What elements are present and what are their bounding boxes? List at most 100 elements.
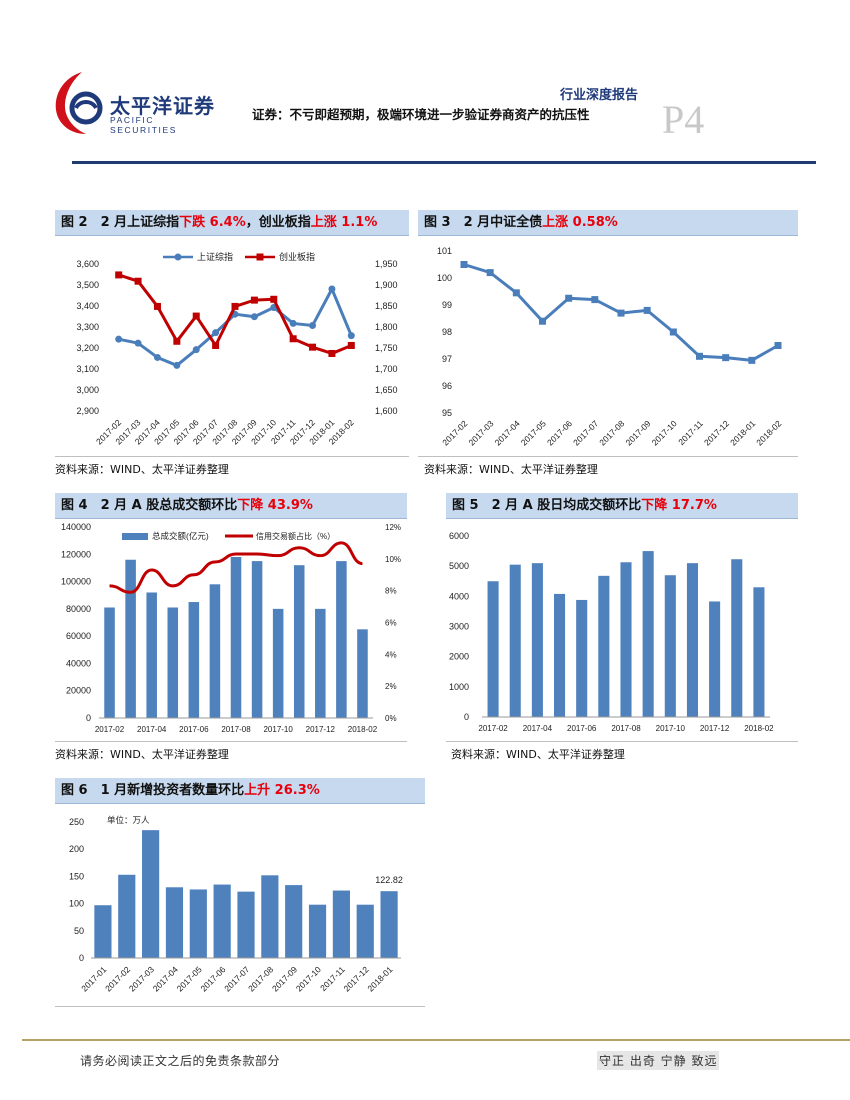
- fig5-y-tick: 5000: [449, 561, 469, 571]
- fig2-data-point: [328, 349, 336, 357]
- fig2-legend-label: 创业板指: [279, 251, 315, 262]
- fig4-bar: [188, 602, 200, 718]
- fig3-data-point: [617, 309, 625, 317]
- fig4-y-left-tick: 120000: [61, 549, 91, 559]
- fig2-data-point: [173, 337, 181, 345]
- fig6-y-tick: 0: [79, 953, 84, 963]
- fig5-bottom-rule: [446, 741, 798, 742]
- fig6-x-tick: 2017-03: [127, 964, 156, 993]
- fig2-y-left-tick: 3,000: [76, 385, 99, 395]
- fig5-x-tick: 2017-02: [478, 724, 508, 733]
- fig3-x-tick: 2017-10: [650, 418, 679, 447]
- fig2-y-right-tick: 1,850: [375, 301, 398, 311]
- fig4-x-tick: 2017-10: [263, 725, 293, 734]
- fig2-data-point: [270, 295, 278, 303]
- fig2-data-point: [115, 271, 123, 279]
- logo-mark: [55, 72, 103, 134]
- fig2-data-point: [153, 353, 161, 361]
- fig6-y-tick: 150: [69, 871, 84, 881]
- fig3-data-point: [486, 269, 494, 277]
- fig4-bar: [167, 607, 179, 718]
- fig4-x-tick: 2018-02: [348, 725, 378, 734]
- fig5-title: 图 5 2 月 A 股日均成交额环比下降 17.7%: [446, 493, 798, 519]
- fig5-y-tick: 3000: [449, 622, 469, 632]
- report-title: 证券：不亏即超预期，极端环境进一步验证券商资产的抗压性: [252, 107, 590, 122]
- fig2-data-point: [212, 329, 220, 337]
- fig5-y-tick: 0: [464, 712, 469, 722]
- fig3-y-tick: 97: [442, 354, 452, 364]
- fig6-title-prefix: 图 6 1 月新增投资者数量环比: [61, 783, 245, 798]
- fig3-data-point: [669, 328, 677, 336]
- fig3-source: 资料来源：WIND、太平洋证券整理: [424, 463, 598, 476]
- fig2-data-point: [173, 361, 181, 369]
- fig3-y-tick: 98: [442, 327, 452, 337]
- fig2-data-point: [250, 313, 258, 321]
- fig5-x-tick: 2018-02: [744, 724, 774, 733]
- fig4-y-left-tick: 60000: [66, 631, 91, 641]
- fig3-data-point: [643, 306, 651, 314]
- fig2-data-point: [192, 312, 200, 320]
- fig4-y-left-tick: 100000: [61, 577, 91, 587]
- fig2-data-point: [328, 285, 336, 293]
- fig4-bar: [251, 561, 263, 718]
- fig3-data-point: [591, 296, 599, 304]
- fig3-x-tick: 2017-04: [493, 418, 522, 447]
- fig6-x-tick: 2017-12: [342, 964, 371, 993]
- fig3-x-tick: 2017-11: [676, 418, 705, 447]
- fig6-x-tick: 2017-07: [222, 964, 251, 993]
- header-divider: [72, 161, 816, 164]
- fig6-chart: 250200150100500单位：万人2017-012017-022017-0…: [69, 815, 403, 993]
- fig5-bar: [598, 575, 610, 717]
- fig5-bar: [664, 575, 676, 717]
- fig2-y-left-tick: 3,500: [76, 280, 99, 290]
- fig2-legend-marker: [174, 253, 182, 261]
- fig6-bar: [237, 891, 255, 958]
- fig2-y-left-tick: 3,600: [76, 259, 99, 269]
- fig6-bar: [380, 891, 398, 958]
- fig4-bar: [209, 584, 221, 718]
- fig2-data-point: [115, 335, 123, 343]
- fig4-title-prefix: 图 4 2 月 A 股总成交额环比: [61, 498, 238, 513]
- fig2-data-point: [309, 322, 317, 330]
- fig4-bottom-rule: [55, 741, 407, 742]
- fig5-bar: [576, 599, 588, 717]
- fig2-data-point: [134, 339, 142, 347]
- logo-cn-text: 太平洋证券: [110, 94, 215, 118]
- fig6-x-tick: 2017-09: [270, 964, 299, 993]
- fig3-x-tick: 2017-02: [440, 418, 469, 447]
- fig4-bar: [293, 565, 305, 718]
- fig6-title: 图 6 1 月新增投资者数量环比上升 26.3%: [55, 778, 425, 804]
- fig4-y-left-tick: 0: [86, 713, 91, 723]
- fig3-x-tick: 2017-08: [597, 418, 626, 447]
- fig4-title-red1: 下降 43.9%: [237, 498, 313, 513]
- fig5-x-tick: 2017-10: [656, 724, 686, 733]
- fig2-y-right-tick: 1,600: [375, 406, 398, 416]
- fig4-chart: 140000 120000 100000 80000 60000 40000 20000 0 1…: [61, 522, 401, 734]
- fig4-bar: [272, 608, 284, 718]
- fig6-y-tick: 200: [69, 844, 84, 854]
- fig4-y-left-tick: 40000: [66, 658, 91, 668]
- fig2-y-right-tick: 1,700: [375, 364, 398, 374]
- fig2-bottom-rule: [55, 456, 409, 457]
- fig5-bar: [487, 581, 499, 717]
- fig4-x-tick: 2017-06: [179, 725, 209, 734]
- fig5-chart: 6000 5000 4000 3000 2000 1000 0 2017-02 2017-04 2…: [449, 531, 774, 733]
- fig4-y-right-tick: 6%: [385, 619, 397, 628]
- fig3-data-point: [748, 356, 756, 364]
- fig3-title: 图 3 2 月中证全债上涨 0.58%: [418, 210, 798, 236]
- fig5-bar: [620, 562, 632, 717]
- fig5-bar: [531, 563, 543, 717]
- fig4-y-right-tick: 0%: [385, 714, 397, 723]
- fig5-bar: [554, 593, 566, 717]
- fig2-y-left-tick: 3,200: [76, 343, 99, 353]
- fig3-bottom-rule: [418, 456, 798, 457]
- fig2-y-left-tick: 3,300: [76, 322, 99, 332]
- fig3-x-tick: 2017-06: [545, 418, 574, 447]
- fig5-bar: [753, 587, 765, 717]
- fig6-x-tick: 2017-02: [103, 964, 132, 993]
- fig5-bar: [731, 559, 743, 717]
- fig5-y-tick: 4000: [449, 591, 469, 601]
- fig2-y-right-tick: 1,750: [375, 343, 398, 353]
- fig6-x-tick: 2017-08: [246, 964, 275, 993]
- fig3-y-tick: 101: [437, 246, 452, 256]
